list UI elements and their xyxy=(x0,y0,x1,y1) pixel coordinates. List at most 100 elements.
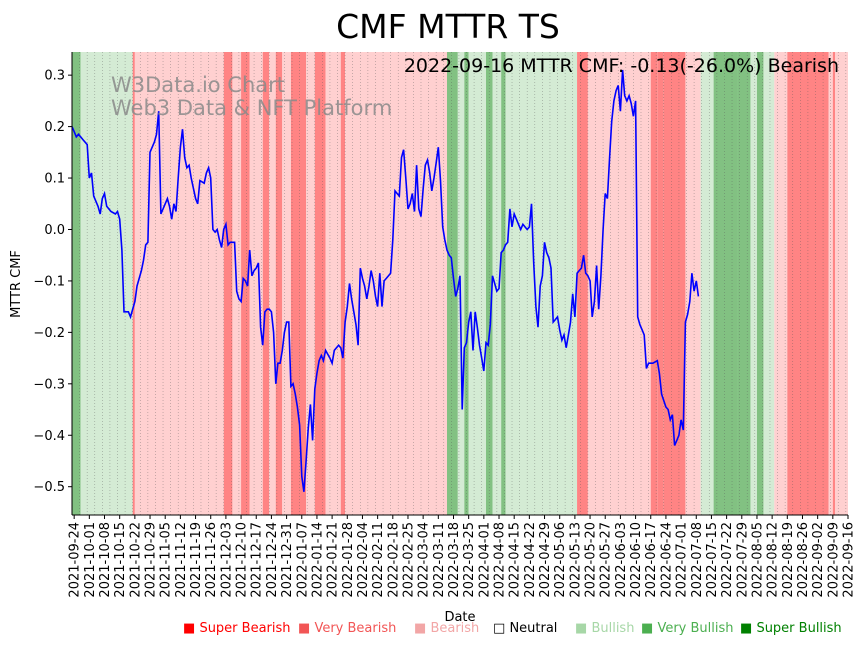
sentiment-bands xyxy=(72,52,848,515)
x-tick-label: 2022-01-14 xyxy=(310,522,325,598)
legend-item-super-bearish: ■ Super Bearish xyxy=(183,621,291,636)
legend-label: Very Bullish xyxy=(657,621,734,636)
x-axis-ticks: 2021-09-24 2021-10-01 2021-10-08 2021-10-15… xyxy=(68,515,857,598)
legend-label: Very Bearish xyxy=(314,621,397,636)
x-tick-label: 2022-06-24 xyxy=(659,522,674,598)
band xyxy=(306,52,315,515)
x-tick-label: 2021-12-24 xyxy=(265,522,280,598)
x-tick-label: 2022-07-22 xyxy=(720,522,735,598)
x-tick-label: 2022-03-11 xyxy=(432,522,447,598)
x-tick-label: 2022-04-15 xyxy=(508,522,523,598)
x-tick-label: 2022-09-02 xyxy=(811,522,826,598)
watermark-line-2: Web3 Data & NFT Platform xyxy=(111,96,392,120)
band xyxy=(269,52,276,515)
band xyxy=(325,52,341,515)
legend-swatch: □ xyxy=(493,621,506,636)
x-tick-label: 2022-05-20 xyxy=(584,522,599,598)
band xyxy=(774,52,788,515)
legend-swatch: ■ xyxy=(641,621,654,636)
x-tick-label: 2022-03-25 xyxy=(462,522,477,598)
x-tick-label: 2021-10-08 xyxy=(98,522,113,598)
legend-swatch: ■ xyxy=(298,621,311,636)
x-tick-label: 2022-07-15 xyxy=(705,522,720,598)
x-axis-label: Date xyxy=(444,610,475,625)
legend-swatch: ■ xyxy=(414,621,427,636)
x-tick-label: 2022-07-01 xyxy=(675,522,690,598)
band xyxy=(223,52,233,515)
band xyxy=(314,52,326,515)
band xyxy=(249,52,263,515)
y-axis-ticks: 0.3 0.2 0.1 0.0 −0.1 −0.2 −0.3 −0.4 −0.5 xyxy=(33,69,72,495)
band xyxy=(650,52,658,515)
x-tick-label: 2021-12-31 xyxy=(280,522,295,598)
band xyxy=(577,52,588,515)
x-tick-label: 2022-08-12 xyxy=(766,522,781,598)
legend-item-very-bullish: ■ Very Bullish xyxy=(641,621,734,636)
y-tick-label: −0.5 xyxy=(33,480,65,495)
legend-swatch: ■ xyxy=(183,621,196,636)
x-tick-label: 2022-02-25 xyxy=(402,522,417,598)
legend-label: Super Bullish xyxy=(756,621,842,636)
legend-item-very-bearish: ■ Very Bearish xyxy=(298,621,396,636)
x-tick-label: 2022-06-17 xyxy=(644,522,659,598)
latest-value-annotation: 2022-09-16 MTTR CMF: -0.13(-26.0%) Beari… xyxy=(404,55,839,77)
legend-label: Neutral xyxy=(509,621,558,636)
x-tick-label: 2022-03-18 xyxy=(447,522,462,598)
band xyxy=(457,52,465,515)
legend-swatch: ■ xyxy=(740,621,753,636)
x-tick-label: 2022-05-13 xyxy=(568,522,583,598)
band xyxy=(275,52,283,515)
y-tick-label: 0.0 xyxy=(44,223,65,238)
y-tick-label: 0.3 xyxy=(44,69,65,84)
legend-item-bullish: ■ Bullish xyxy=(575,621,634,636)
y-tick-label: −0.1 xyxy=(33,274,65,289)
band xyxy=(713,52,738,515)
x-tick-label: 2021-11-26 xyxy=(204,522,219,598)
legend-swatch: ■ xyxy=(575,621,588,636)
x-tick-label: 2021-12-03 xyxy=(219,522,234,598)
x-tick-label: 2022-04-08 xyxy=(493,522,508,598)
legend-label: Super Bearish xyxy=(199,621,291,636)
y-tick-label: 0.2 xyxy=(44,120,65,135)
legend-item-bearish: ■ Bearish xyxy=(414,621,479,636)
x-tick-label: 2021-11-05 xyxy=(159,522,174,598)
band xyxy=(587,52,651,515)
x-tick-label: 2022-04-01 xyxy=(477,522,492,598)
band xyxy=(832,52,835,515)
band xyxy=(340,52,346,515)
band xyxy=(756,52,764,515)
x-tick-label: 2022-02-04 xyxy=(356,522,371,598)
band xyxy=(657,52,664,515)
band xyxy=(80,52,133,515)
x-tick-label: 2021-10-29 xyxy=(144,522,159,598)
legend-item-super-bullish: ■ Super Bullish xyxy=(740,621,842,636)
x-tick-label: 2022-01-21 xyxy=(326,522,341,598)
legend-label: Bearish xyxy=(430,621,480,636)
x-tick-label: 2022-09-09 xyxy=(826,522,841,598)
x-tick-label: 2021-11-12 xyxy=(174,522,189,598)
x-tick-label: 2022-08-26 xyxy=(796,522,811,598)
band xyxy=(132,52,135,515)
band xyxy=(241,52,250,515)
x-tick-label: 2022-05-27 xyxy=(599,522,614,598)
band xyxy=(446,52,458,515)
x-tick-label: 2021-09-24 xyxy=(68,522,83,598)
x-tick-label: 2021-11-19 xyxy=(189,522,204,598)
x-tick-label: 2022-01-07 xyxy=(295,522,310,598)
x-tick-label: 2022-03-04 xyxy=(417,522,432,598)
band xyxy=(468,52,487,515)
x-tick-label: 2022-04-29 xyxy=(538,522,553,598)
x-tick-label: 2021-12-17 xyxy=(250,522,265,598)
y-tick-label: 0.1 xyxy=(44,172,65,187)
axes xyxy=(71,52,848,516)
watermark-line-1: W3Data.io Chart xyxy=(111,73,285,97)
x-tick-label: 2022-02-18 xyxy=(386,522,401,598)
x-tick-label: 2022-09-16 xyxy=(842,522,857,598)
band xyxy=(763,52,775,515)
x-tick-label: 2021-12-10 xyxy=(235,522,250,598)
legend: ■ Super Bearish ■ Very Bearish ■ Bearish… xyxy=(0,621,864,639)
x-tick-label: 2022-08-05 xyxy=(751,522,766,598)
chart-title: CMF MTTR TS xyxy=(336,7,560,46)
band xyxy=(663,52,686,515)
